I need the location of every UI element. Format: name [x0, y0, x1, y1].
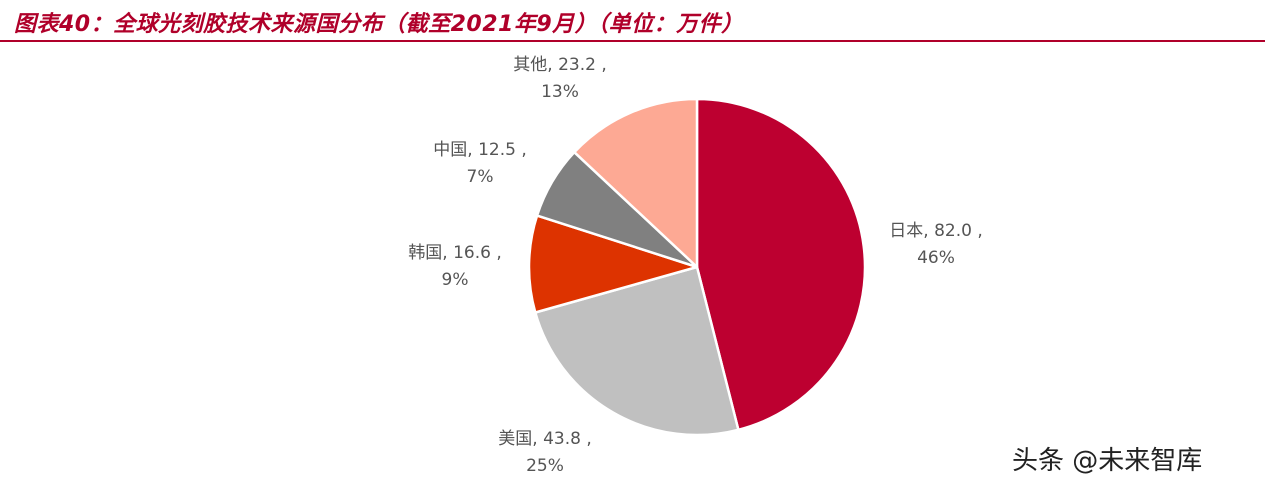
chart-title: 图表40：全球光刻胶技术来源国分布（截至2021年9月）（单位：万件） — [14, 12, 744, 37]
slice-label-usa: 美国, 43.8 , 25% — [498, 429, 591, 476]
pie-slice-other — [573, 97, 699, 269]
slice-label-percent: 9% — [442, 270, 469, 290]
slice-label-percent: 13% — [541, 82, 579, 102]
slice-label-value: 韩国, 16.6 , — [408, 243, 501, 263]
slice-label-value: 其他, 23.2 , — [513, 55, 606, 75]
slice-label-value: 日本, 82.0 , — [889, 221, 982, 241]
slice-label-value: 美国, 43.8 , — [498, 429, 591, 449]
pie-slice-japan — [695, 97, 867, 432]
pie-slice-korea — [527, 214, 699, 314]
slice-label-percent: 46% — [917, 248, 955, 268]
pie-slice-usa — [534, 265, 740, 437]
slice-label-china: 中国, 12.5 , 7% — [433, 140, 526, 187]
title-divider — [0, 40, 1265, 42]
slice-label-korea: 韩国, 16.6 , 9% — [408, 243, 501, 290]
slice-label-value: 中国, 12.5 , — [433, 140, 526, 160]
slice-label-percent: 25% — [526, 456, 564, 476]
slice-label-percent: 7% — [467, 167, 494, 187]
pie-slices — [527, 97, 867, 437]
pie-labels: 日本, 82.0 , 46% 美国, 43.8 , 25% 韩国, 16.6 , 9% 中国… — [408, 55, 982, 476]
watermark-text: 头条 @未来智库 — [1012, 446, 1203, 476]
slice-label-other: 其他, 23.2 , 13% — [513, 55, 606, 102]
slice-label-japan: 日本, 82.0 , 46% — [889, 221, 982, 268]
